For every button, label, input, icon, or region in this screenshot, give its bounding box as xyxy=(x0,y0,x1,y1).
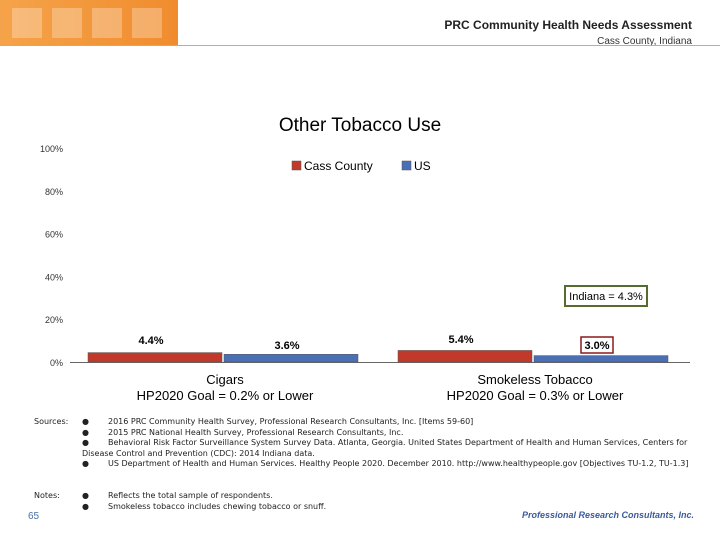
y-tick-label: 100% xyxy=(40,144,63,154)
indiana-annotation-box xyxy=(564,285,648,307)
bullet-icon: ● xyxy=(82,459,89,468)
x-category-label: Smokeless Tobacco xyxy=(477,372,592,387)
bar-us xyxy=(223,354,359,363)
note-item: ● Reflects the total sample of respondent… xyxy=(82,491,702,502)
chart-title: Other Tobacco Use xyxy=(279,115,441,136)
x-category-label: HP2020 Goal = 0.2% or Lower xyxy=(137,388,314,403)
source-item: ● 2016 PRC Community Health Survey, Profe… xyxy=(82,417,702,428)
data-label: 5.4% xyxy=(448,334,473,346)
y-tick-label: 80% xyxy=(45,187,63,197)
legend-swatch-us xyxy=(401,160,412,171)
sources-list: ● 2016 PRC Community Health Survey, Profe… xyxy=(82,417,702,470)
header-divider xyxy=(0,45,720,46)
source-text: US Department of Health and Human Servic… xyxy=(108,459,689,468)
legend-swatch-cass-county xyxy=(291,160,302,171)
page-number: 65 xyxy=(28,511,40,522)
source-text: Behavioral Risk Factor Surveillance Syst… xyxy=(82,438,688,458)
logo-square xyxy=(92,8,122,38)
data-label: 3.6% xyxy=(274,340,299,352)
source-item: ● 2015 PRC National Health Survey, Profes… xyxy=(82,428,702,439)
x-category-label: HP2020 Goal = 0.3% or Lower xyxy=(447,388,624,403)
legend-label: US xyxy=(414,159,431,173)
legend-label: Cass County xyxy=(304,159,373,173)
logo-square xyxy=(52,8,82,38)
logo-square xyxy=(12,8,42,38)
notes-list: ● Reflects the total sample of respondent… xyxy=(82,491,702,512)
y-tick-label: 60% xyxy=(45,230,63,240)
note-item: ● Smokeless tobacco includes chewing toba… xyxy=(82,502,702,513)
bar-cass-county xyxy=(87,352,223,363)
y-tick-label: 0% xyxy=(50,358,63,368)
data-label: 3.0% xyxy=(584,340,609,352)
report-subtitle: Cass County, Indiana xyxy=(597,36,692,47)
indiana-annotation: Indiana = 4.3% xyxy=(569,291,643,303)
note-text: Reflects the total sample of respondents… xyxy=(108,491,273,500)
report-title: PRC Community Health Needs Assessment xyxy=(444,18,692,32)
bar-cass-county xyxy=(397,350,533,363)
logo-banner xyxy=(0,0,178,45)
source-item: ● Behavioral Risk Factor Surveillance Sys… xyxy=(82,438,702,459)
source-text: 2016 PRC Community Health Survey, Profes… xyxy=(108,417,474,426)
footer-logo: Professional Research Consultants, Inc. xyxy=(521,510,694,520)
note-text: Smokeless tobacco includes chewing tobac… xyxy=(108,501,327,511)
bullet-icon: ● xyxy=(82,417,89,426)
source-item: ● US Department of Health and Human Servi… xyxy=(82,459,702,470)
data-label-box xyxy=(580,336,614,354)
logo-square xyxy=(132,8,162,38)
bullet-icon: ● xyxy=(82,501,89,511)
bullet-icon: ● xyxy=(82,438,89,447)
bar-us xyxy=(533,355,669,363)
x-category-label: Cigars xyxy=(206,372,244,387)
bullet-icon: ● xyxy=(82,491,89,500)
y-tick-label: 40% xyxy=(45,272,63,282)
bullet-icon: ● xyxy=(82,427,89,437)
notes-label: Notes: xyxy=(34,491,60,500)
sources-label: Sources: xyxy=(34,417,69,426)
bar-chart: Other Tobacco Use 100% 80% 60% 40% 20% 0% 4.4% 3… xyxy=(40,115,690,403)
data-label: 4.4% xyxy=(138,335,163,347)
source-text: 2015 PRC National Health Survey, Profess… xyxy=(108,427,404,437)
y-tick-label: 20% xyxy=(45,315,63,325)
